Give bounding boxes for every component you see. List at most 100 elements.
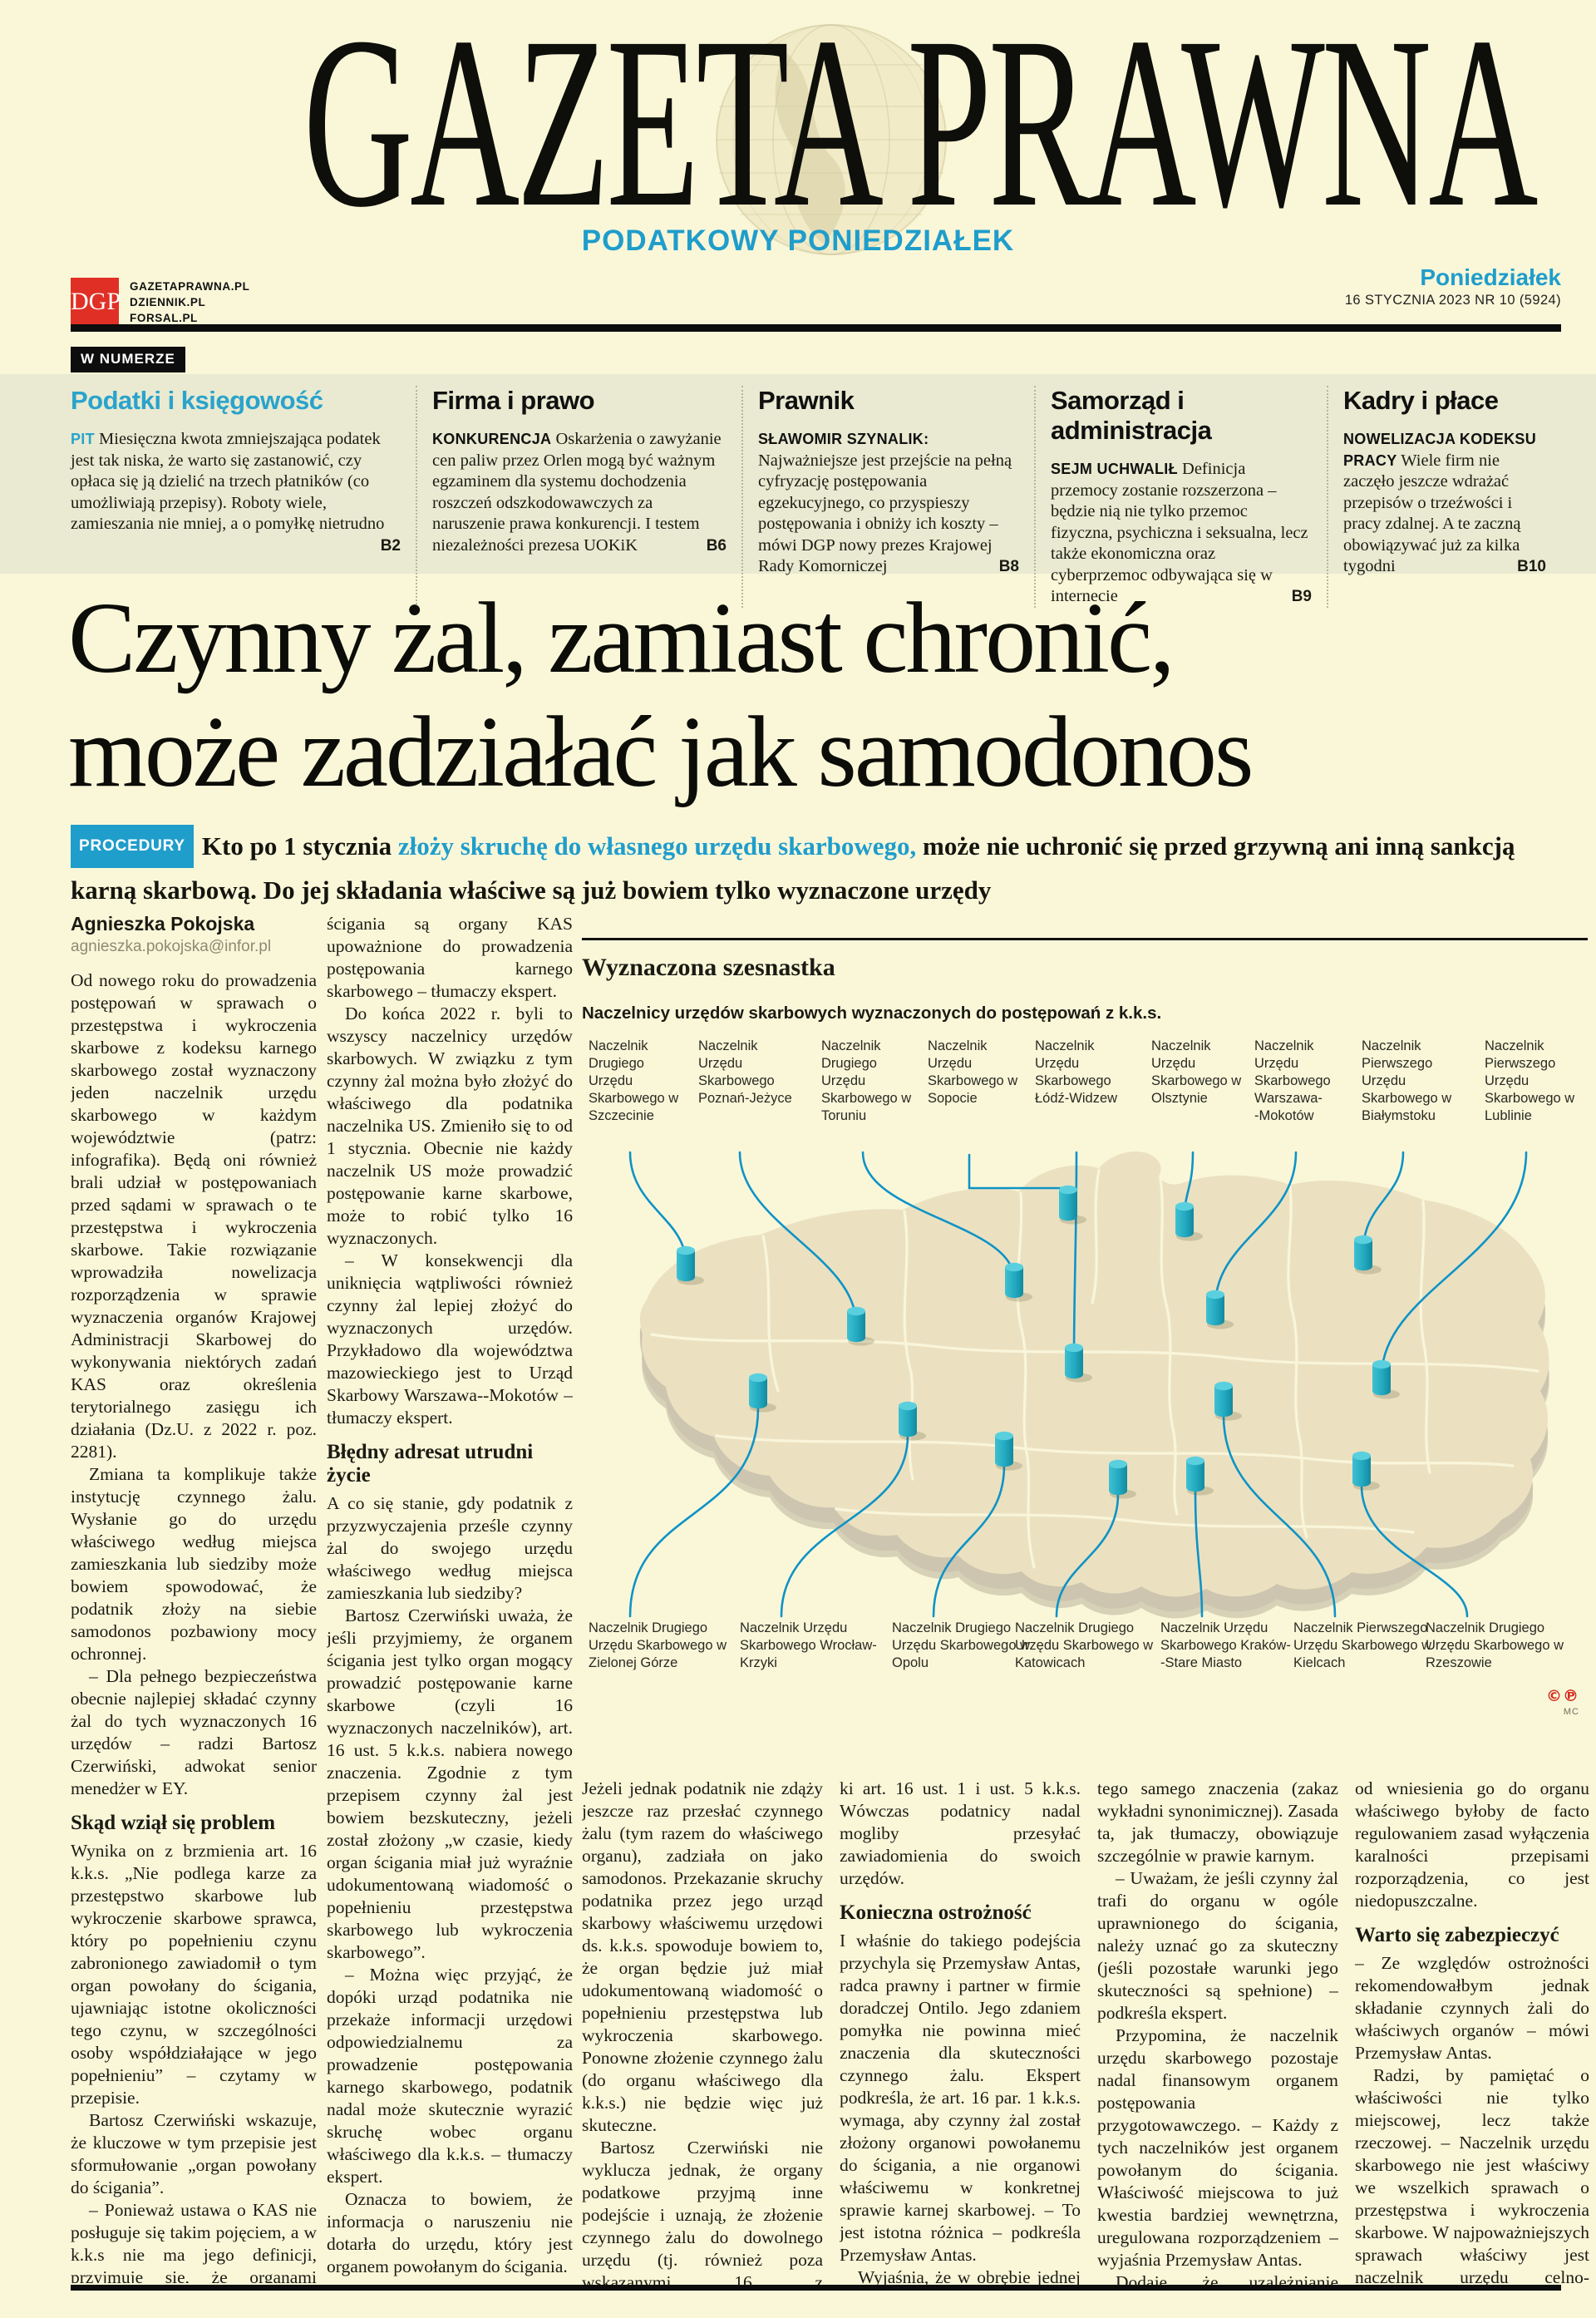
office-label-poznan: Naczelnik Urzędu Skarbowego Poznań-Jeżyc…: [698, 1038, 792, 1106]
page-ref: B10: [1517, 558, 1546, 575]
subhead: Warto się zabezpieczyć: [1355, 1924, 1559, 1946]
paragraph: I właśnie do takiego podejścia przychyla…: [840, 1931, 1081, 2265]
issue-date: 16 STYCZNIA 2023 NR 10 (5924): [1344, 293, 1561, 308]
paragraph: – W konsekwencji dla uniknięcia wątpliwo…: [327, 1250, 573, 1428]
section-firma: Firma i prawo KONKURENCJA Oskarżenia o z…: [416, 386, 741, 608]
paragraph: tego samego znaczenia (zakaz wykładni sy…: [1097, 1778, 1338, 1866]
paragraph: – Można więc przyjąć, że dopóki urząd po…: [327, 1965, 573, 2187]
paragraph: Dodaje, że uzależnianie skuteczności czy…: [1116, 2272, 1338, 2285]
paragraph: A co się stanie, gdy podatnik z przyzwyc…: [327, 1493, 573, 1603]
brand-link-gazetaprawna: GAZETAPRAWNA.PL: [130, 280, 250, 293]
section-teaser: KONKURENCJA Oskarżenia o zawyżanie cen p…: [432, 429, 727, 556]
brand-links: GAZETAPRAWNA.PL DZIENNIK.PL FORSAL.PL: [130, 279, 250, 326]
section-tag: KONKURENCJA: [432, 431, 552, 447]
masthead-rule: [71, 324, 1561, 332]
subhead: Konieczna ostrożność: [840, 1901, 1032, 1924]
office-label-krakow: Naczelnik Urzędu Skarbowego Kraków- -Sta…: [1160, 1620, 1291, 1670]
office-label-zielona-gora: Naczelnik Drugiego Urzędu Skarbowego w Z…: [589, 1620, 727, 1670]
paragraph: – Ze względów ostrożności rekomendowałby…: [1355, 1953, 1589, 2063]
brand-link-forsal: FORSAL.PL: [130, 312, 198, 324]
office-label-kielce: Naczelnik Pierwszego Urzędu Skarbowego w…: [1293, 1620, 1431, 1670]
section-tag: SŁAWOMIR SZYNALIK:: [758, 431, 929, 447]
office-label-wroclaw: Naczelnik Urzędu Skarbowego Wrocław-Krzy…: [740, 1620, 877, 1670]
section-teaser: PIT Miesięczna kwota zmniejszająca podat…: [71, 429, 401, 555]
article-column-1: Agnieszka Pokojska agnieszka.pokojska@in…: [71, 913, 317, 2283]
credit-initials: MC: [1563, 1707, 1579, 1717]
paragraph: Wyjaśnia, że w obrębie jednej ustawy róż…: [858, 2267, 1081, 2285]
paragraph: Radzi, by pamiętać o właściwości nie tyl…: [1355, 2065, 1589, 2285]
article-column-6: od wniesienia go do organu właściwego by…: [1355, 1778, 1589, 2285]
author-name: Agnieszka Pokojska: [71, 913, 255, 935]
office-label-olsztyn: Naczelnik Urzędu Skarbowego w Olsztynie: [1151, 1038, 1242, 1106]
paragraph: – Uważam, że jeśli czynny żal trafi do o…: [1097, 1868, 1338, 2023]
section-heading: Podatki i księgowość: [71, 386, 323, 415]
section-prawnik: Prawnik SŁAWOMIR SZYNALIK: Najważniejsze…: [741, 386, 1034, 608]
dgp-logo: DGP: [71, 278, 121, 326]
paragraph: Do końca 2022 r. byli to wszyscy naczeln…: [327, 1004, 573, 1248]
office-label-lublin: Naczelnik Pierwszego Urzędu Skarbowego w…: [1485, 1038, 1575, 1123]
office-label-katowice: Naczelnik Drugiego Urzędu Skarbowego w K…: [1015, 1620, 1153, 1670]
section-heading: Firma i prawo: [432, 386, 595, 415]
office-label-lodz: Naczelnik Urzędu Skarbowego Łódź-Widzew: [1035, 1038, 1118, 1106]
page-ref: B9: [1291, 588, 1312, 605]
section-tag: PIT: [71, 431, 95, 447]
article-column-4: ki art. 16 ust. 1 i ust. 5 k.k.s. Wówcza…: [840, 1778, 1081, 2285]
lead-highlight: złoży skruchę do własnego urzędu skarbow…: [397, 831, 917, 861]
edition-subtitle: PODATKOWY PONIEDZIAŁEK: [581, 224, 1015, 257]
in-issue-label: W NUMERZE: [71, 347, 185, 372]
section-heading: Samorząd i administracja: [1051, 386, 1212, 445]
section-tag: SEJM UCHWALIŁ: [1051, 461, 1178, 477]
office-label-opole: Naczelnik Drugiego Urzędu Skarbowego w O…: [892, 1620, 1030, 1670]
lead-paragraph: PROCEDURY Kto po 1 stycznia złoży skruchę…: [71, 825, 1563, 908]
page-ref: B2: [380, 536, 401, 555]
paragraph: Bartosz Czerwiński wskazuje, że kluczowe…: [71, 2110, 317, 2197]
leader-lines: [628, 1151, 1528, 1618]
office-label-torun: Naczelnik Drugiego Urzędu Skarbowego w T…: [821, 1038, 912, 1123]
article-column-3: Jeżeli jednak podatnik nie zdąży jeszcze…: [582, 1778, 823, 2285]
infographic-title: Wyznaczona szesnastka: [582, 954, 835, 981]
section-tag: NOWELIZACJA KODEKSU PRACY: [1343, 431, 1537, 469]
section-podatki: Podatki i księgowość PIT Miesięczna kwot…: [71, 386, 416, 608]
office-label-rzeszow: Naczelnik Drugiego Urzędu Skarbowego w R…: [1426, 1620, 1564, 1670]
paragraph: Jeżeli jednak podatnik nie zdąży jeszcze…: [582, 1778, 823, 2135]
section-heading: Kadry i płace: [1343, 386, 1499, 415]
paragraph: od wniesienia go do organu właściwego by…: [1355, 1778, 1589, 1911]
map-infographic: Wyznaczona szesnastka Naczelnicy urzędów…: [582, 938, 1588, 1748]
paragraph: ki art. 16 ust. 1 i ust. 5 k.k.s. Wówcza…: [840, 1778, 1081, 1888]
main-headline: Czynny żal, zamiast chronić, może zadzia…: [68, 582, 1254, 808]
section-samorzad: Samorząd i administracja SEJM UCHWALIŁ D…: [1034, 386, 1327, 608]
article-column-2: ścigania są organy KAS upoważnione do pr…: [327, 913, 573, 2283]
office-label-szczecin: Naczelnik Drugiego Urzędu Skarbowego w S…: [589, 1038, 679, 1123]
paragraph: – Dla pełnego bezpieczeństwa obecnie naj…: [71, 1666, 317, 1798]
paragraph: Wynika on z brzmienia art. 16 k.k.s. „Ni…: [71, 1841, 317, 2108]
voivodeship-borders: [650, 1168, 1539, 1569]
page-ref: B6: [706, 536, 727, 555]
section-teaser: SŁAWOMIR SZYNALIK: Najważniejsze jest pr…: [758, 429, 1019, 578]
infographic-subtitle: Naczelnicy urzędów skarbowych wyznaczony…: [582, 1004, 1162, 1023]
author-email: agnieszka.pokojska@infor.pl: [71, 938, 272, 955]
office-label-bialystok: Naczelnik Pierwszego Urzędu Skarbowego w…: [1362, 1038, 1452, 1123]
section-teaser: NOWELIZACJA KODEKSU PRACY Wiele firm nie…: [1343, 429, 1546, 578]
paragraph: Przypomina, że naczelnik urzędu skarbowe…: [1097, 2025, 1338, 2270]
paragraph: Oznacza to bowiem, że informacja o narus…: [327, 2189, 573, 2276]
office-label-warszawa: Naczelnik Urzędu Skarbowego Warszawa- -M…: [1254, 1038, 1331, 1123]
paragraph: – Ponieważ ustawa o KAS nie posługuje si…: [71, 2200, 317, 2283]
newspaper-title: GAZETA PRAWNA: [303, 0, 1539, 258]
article-column-5: tego samego znaczenia (zakaz wykładni sy…: [1097, 1778, 1338, 2285]
page-ref: B8: [998, 558, 1019, 575]
section-heading: Prawnik: [758, 386, 855, 415]
paragraph: Bartosz Czerwiński uważa, że jeśli przyj…: [327, 1605, 573, 1962]
bottom-rule: [71, 2285, 1561, 2291]
in-issue-band: Podatki i księgowość PIT Miesięczna kwot…: [0, 374, 1596, 608]
weekday: Poniedziałek: [1420, 264, 1561, 290]
subhead: Skąd wziął się problem: [71, 1812, 276, 1834]
section-kadry: Kadry i płace NOWELIZACJA KODEKSU PRACY …: [1327, 386, 1561, 608]
paragraph: Zmiana ta komplikuje także instytucję cz…: [71, 1464, 317, 1664]
paragraph: ścigania są organy KAS upoważnione do pr…: [327, 914, 573, 1001]
infographic-credit: ©℗ MC: [1546, 1687, 1579, 1717]
lead-tag: PROCEDURY: [71, 825, 194, 868]
office-label-sopot: Naczelnik Urzędu Skarbowego w Sopocie: [928, 1038, 1018, 1106]
section-teaser: SEJM UCHWALIŁ Definicja przemocy zostani…: [1051, 459, 1312, 608]
paragraph: Bartosz Czerwiński nie wyklucza jednak, …: [582, 2138, 823, 2285]
